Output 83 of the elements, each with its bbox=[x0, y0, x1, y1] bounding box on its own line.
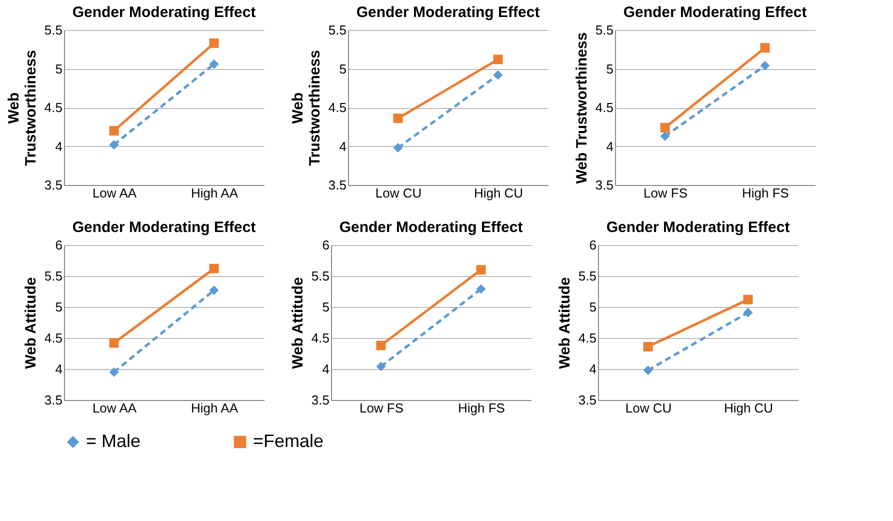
y-tick-label: 5.5 bbox=[44, 268, 62, 284]
y-tick-label: 5.5 bbox=[578, 268, 596, 284]
y-tick-label: 4.5 bbox=[595, 100, 614, 115]
y-axis-title: Web Attitude bbox=[22, 277, 40, 369]
chart-title: Gender Moderating Effect bbox=[72, 4, 256, 21]
y-tick-label: 5 bbox=[339, 61, 346, 76]
point bbox=[209, 286, 219, 296]
point bbox=[109, 367, 119, 377]
x-tick-label: Low CU bbox=[625, 400, 672, 416]
y-axis-title: Web Trustworthiness bbox=[289, 50, 324, 166]
point bbox=[209, 59, 219, 69]
point bbox=[760, 60, 770, 70]
y-tick-label: 3.5 bbox=[311, 392, 330, 408]
point bbox=[743, 308, 753, 318]
y-tick-label: 5.5 bbox=[328, 22, 346, 38]
x-tick-label: High AA bbox=[191, 400, 238, 416]
y-tick-label: 5 bbox=[606, 61, 614, 76]
y-tick-label: 4.5 bbox=[311, 330, 330, 346]
x-tick-label: Low CU bbox=[375, 186, 422, 200]
y-tick-label: 5 bbox=[55, 61, 62, 76]
x-tick-label: High CU bbox=[724, 400, 774, 416]
y-tick-label: 4 bbox=[339, 138, 346, 154]
point bbox=[109, 140, 119, 150]
point bbox=[660, 122, 670, 132]
point bbox=[376, 362, 386, 372]
chart-title: Gender Moderating Effect bbox=[356, 4, 540, 21]
y-axis-title: Web Trustworthiness bbox=[5, 50, 40, 166]
point bbox=[493, 54, 503, 64]
y-tick-label: 3.5 bbox=[595, 178, 614, 192]
x-tick-label: High FS bbox=[742, 186, 790, 200]
legend-label: =Female bbox=[253, 431, 324, 451]
chart-title: Gender Moderating Effect bbox=[623, 4, 807, 21]
point bbox=[476, 284, 486, 294]
point bbox=[393, 114, 403, 124]
point bbox=[643, 365, 653, 375]
y-tick-label: 6 bbox=[589, 238, 596, 252]
x-tick-label: High FS bbox=[458, 400, 506, 416]
point bbox=[643, 342, 653, 352]
y-tick-label: 6 bbox=[55, 238, 62, 252]
y-tick-label: 4 bbox=[606, 138, 614, 154]
point bbox=[760, 43, 770, 53]
y-tick-label: 3.5 bbox=[578, 392, 596, 408]
y-tick-label: 5 bbox=[322, 300, 330, 314]
point bbox=[743, 294, 753, 304]
point bbox=[209, 264, 219, 274]
point bbox=[109, 338, 119, 348]
x-tick-label: Low FS bbox=[359, 400, 404, 416]
y-tick-label: 4 bbox=[55, 362, 62, 376]
x-tick-label: Low AA bbox=[92, 186, 137, 200]
point bbox=[393, 143, 403, 153]
point bbox=[476, 265, 486, 275]
y-tick-label: 5.5 bbox=[595, 22, 614, 38]
point bbox=[209, 38, 219, 48]
point bbox=[376, 340, 386, 350]
point bbox=[493, 70, 503, 80]
y-tick-label: 5.5 bbox=[311, 268, 330, 284]
y-tick-label: 4.5 bbox=[328, 100, 346, 115]
chart-title: Gender Moderating Effect bbox=[72, 219, 256, 236]
y-tick-label: 4.5 bbox=[578, 330, 596, 346]
chart-title: Gender Moderating Effect bbox=[339, 219, 523, 236]
point bbox=[109, 126, 119, 136]
y-axis-title: Web Attitude bbox=[289, 277, 306, 369]
y-tick-label: 6 bbox=[322, 238, 330, 252]
x-tick-label: High AA bbox=[191, 186, 238, 200]
y-tick-label: 4.5 bbox=[44, 100, 62, 115]
y-axis-title: Web Attitude bbox=[556, 277, 574, 369]
chart-title: Gender Moderating Effect bbox=[606, 219, 790, 236]
y-tick-label: 3.5 bbox=[44, 178, 62, 192]
x-tick-label: High CU bbox=[474, 186, 524, 200]
y-tick-label: 3.5 bbox=[44, 392, 62, 408]
y-tick-label: 4 bbox=[589, 362, 596, 376]
y-axis-title: Web Trustworthiness bbox=[573, 32, 590, 184]
y-tick-label: 3.5 bbox=[328, 178, 346, 192]
y-tick-label: 5 bbox=[55, 300, 62, 314]
y-tick-label: 4 bbox=[55, 138, 62, 154]
y-tick-label: 5 bbox=[589, 300, 596, 314]
point bbox=[660, 131, 670, 141]
y-tick-label: 5.5 bbox=[44, 22, 62, 38]
x-tick-label: Low FS bbox=[643, 186, 688, 200]
y-tick-label: 4 bbox=[322, 362, 330, 376]
legend-label: = Male bbox=[86, 431, 141, 451]
x-tick-label: Low AA bbox=[92, 400, 137, 416]
y-tick-label: 4.5 bbox=[44, 330, 62, 346]
